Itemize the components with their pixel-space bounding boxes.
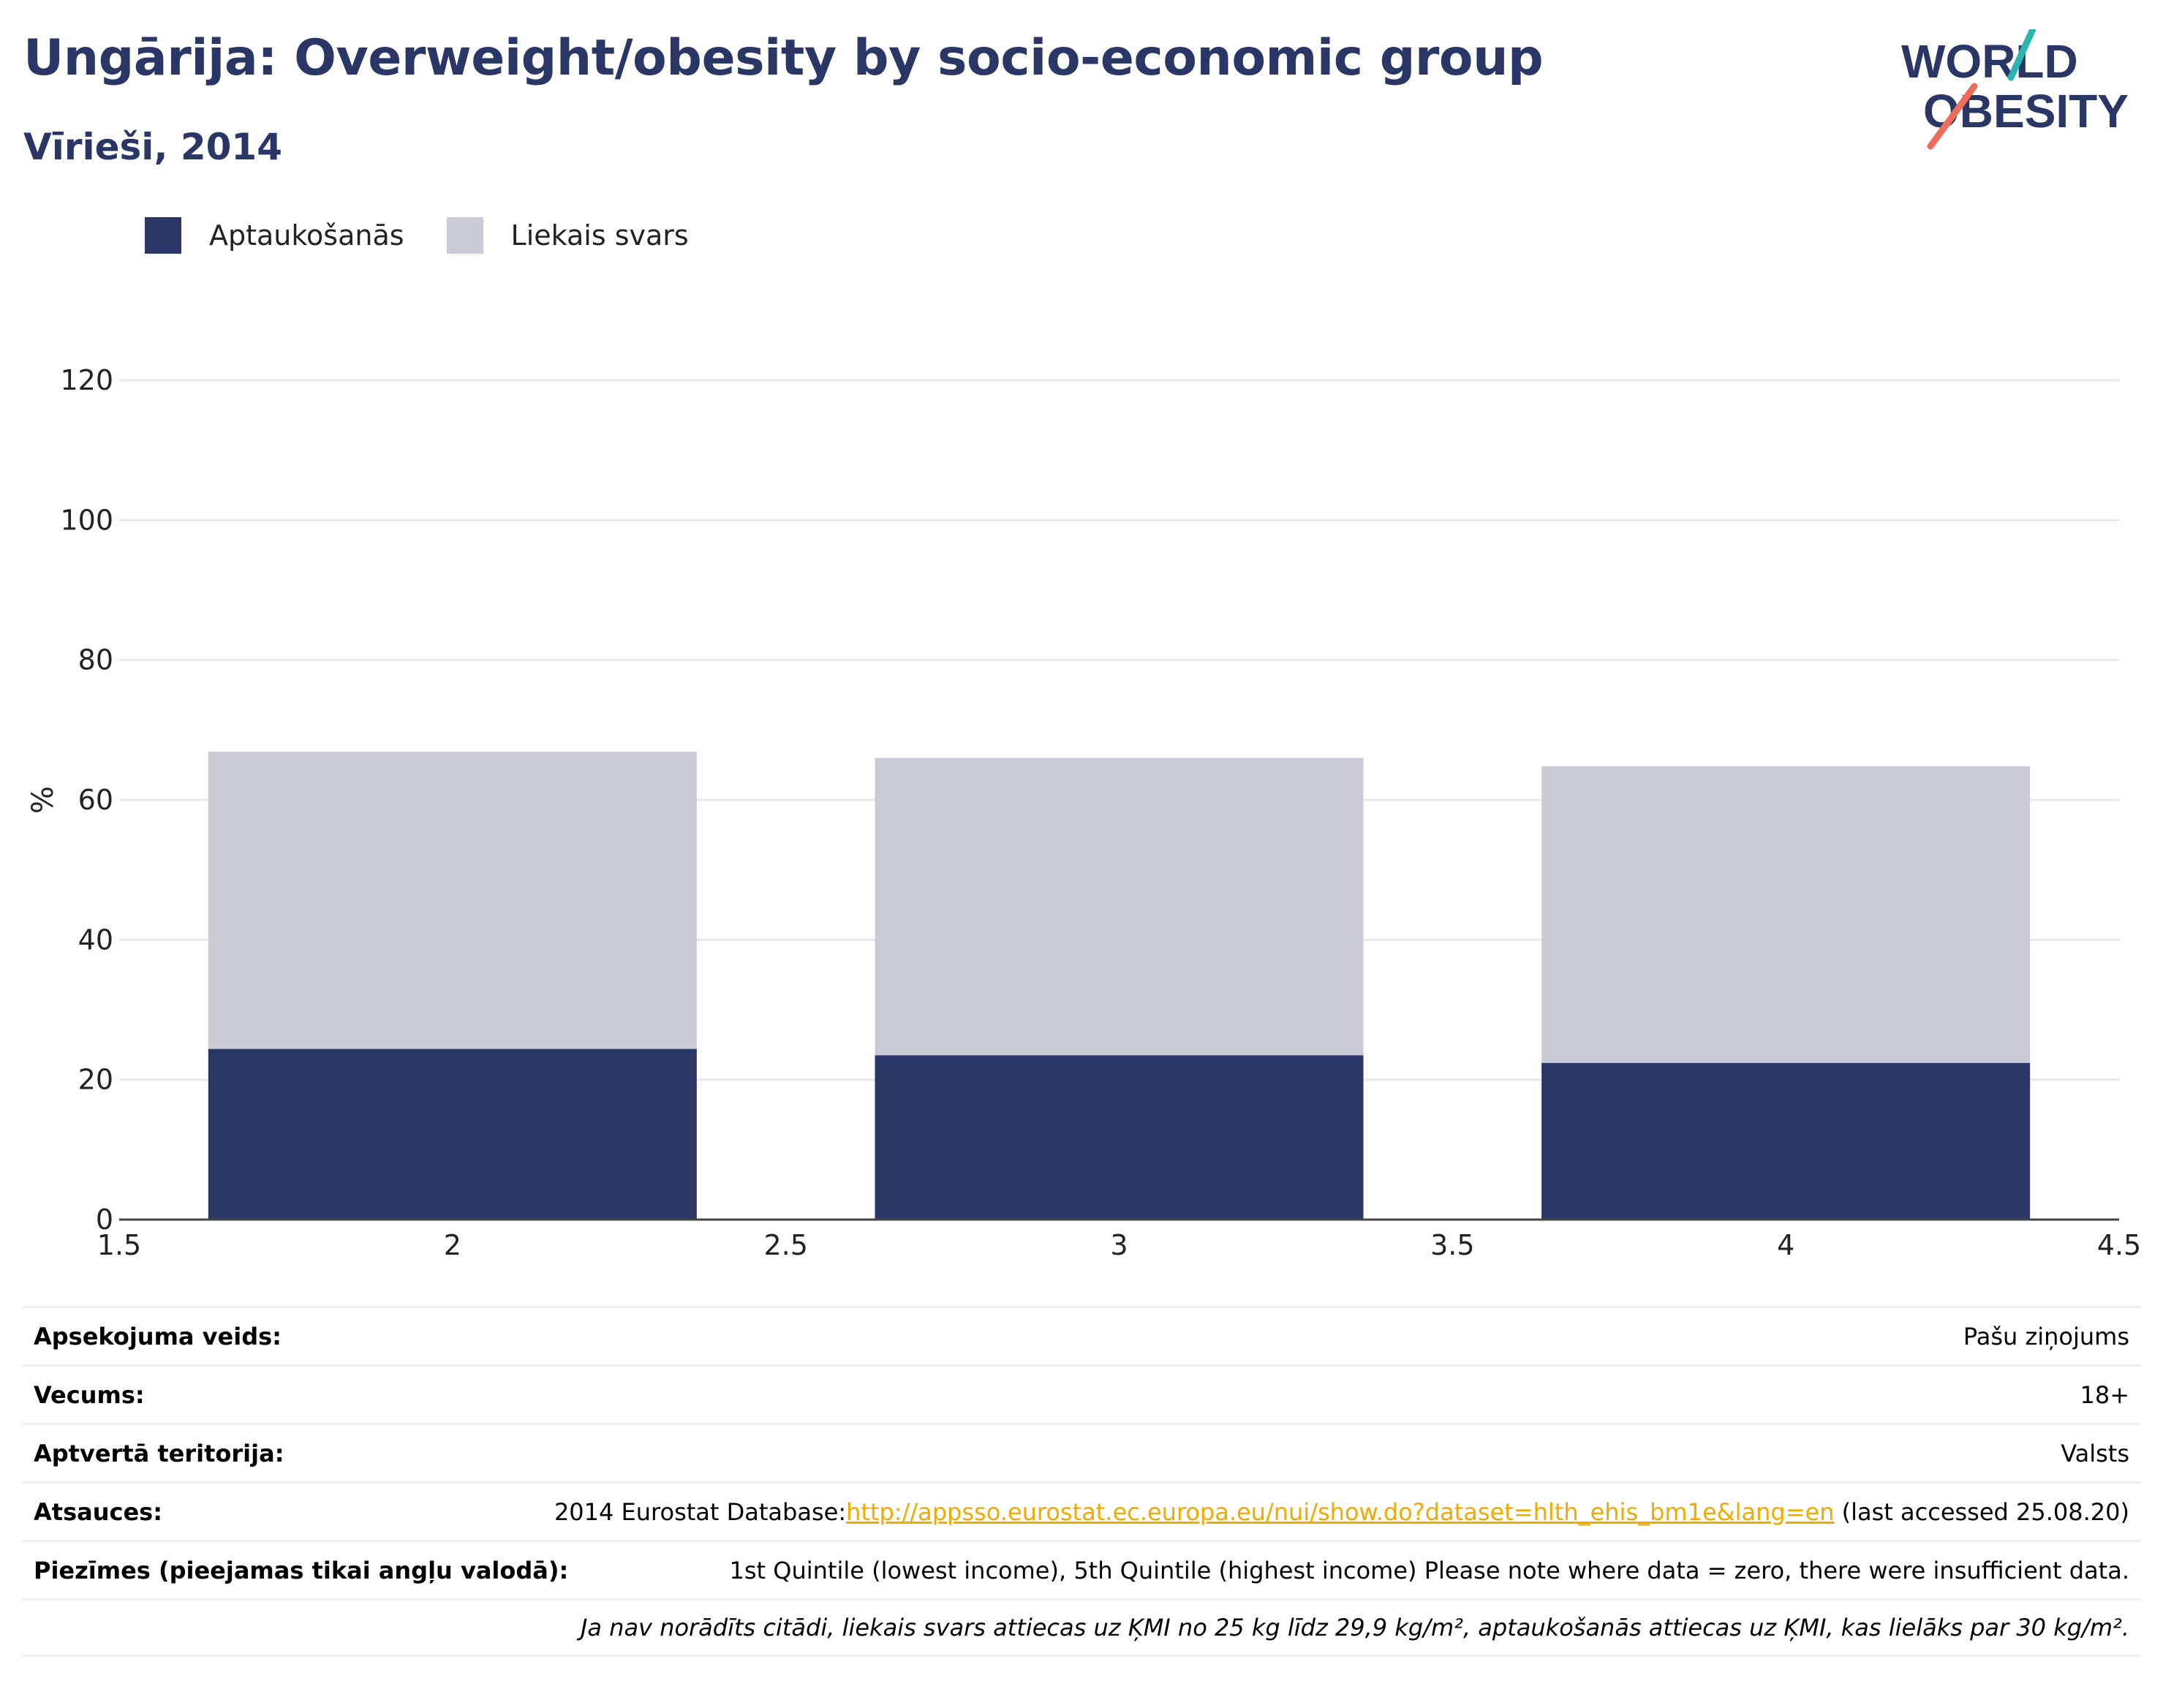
- reference-link[interactable]: http://appsso.eurostat.ec.europa.eu/nui/…: [846, 1497, 1835, 1526]
- bar-chart: 0 20 40 60 80 100 120 1.5 2 2.5 3 3.5 4 4.5%: [26, 364, 2141, 1258]
- world-obesity-logo: WORLD OBESITY: [1901, 29, 2129, 150]
- page-subtitle: Vīrieši, 2014: [23, 126, 283, 168]
- chart-legend: Aptaukošanās Liekais svars: [145, 216, 731, 254]
- legend-label-obesity: Aptaukošanās: [209, 219, 404, 252]
- reference-prefix: 2014 Eurostat Database:: [554, 1497, 847, 1526]
- bar-overweight: [208, 751, 697, 1049]
- bar-obesity: [875, 1055, 1364, 1220]
- info-label-territory: Aptvertā teritorija:: [34, 1439, 284, 1467]
- info-row-notes: Piezīmes (pieejamas tikai angļu valodā):…: [22, 1540, 2141, 1598]
- legend-swatch-obesity: [145, 217, 181, 254]
- logo-line-1: WORLD: [1901, 35, 2078, 88]
- legend-swatch-overweight: [446, 217, 483, 254]
- y-tick-label: 40: [78, 923, 113, 956]
- y-tick-label: 60: [78, 784, 113, 816]
- y-tick-label: 0: [96, 1203, 113, 1236]
- x-tick-label: 2.5: [763, 1229, 807, 1258]
- y-tick-label: 100: [60, 504, 113, 536]
- reference-suffix: (last accessed 25.08.20): [1834, 1497, 2129, 1526]
- legend-item-obesity[interactable]: Aptaukošanās: [145, 217, 404, 254]
- y-tick-label: 20: [78, 1064, 113, 1096]
- info-value-footnote: Ja nav norādīts citādi, liekais svars at…: [580, 1614, 2129, 1641]
- y-tick-label: 80: [78, 644, 113, 676]
- info-value-survey-type: Pašu ziņojums: [1963, 1322, 2129, 1350]
- info-row-references: Atsauces: 2014 Eurostat Database:http://…: [22, 1481, 2141, 1540]
- bar-obesity: [208, 1048, 697, 1220]
- info-label-references: Atsauces:: [34, 1497, 162, 1526]
- x-tick-label: 2: [444, 1229, 461, 1258]
- y-tick-label: 120: [60, 364, 113, 396]
- logo-slash-teal: [2007, 29, 2036, 81]
- info-value-references: 2014 Eurostat Database:http://appsso.eur…: [554, 1498, 2129, 1526]
- info-row-survey-type: Apsekojuma veids: Pašu ziņojums: [22, 1306, 2141, 1364]
- page-title: Ungārija: Overweight/obesity by socio-ec…: [23, 29, 1544, 87]
- info-value-age: 18+: [2080, 1380, 2129, 1409]
- legend-label-overweight: Liekais svars: [510, 219, 689, 252]
- x-tick-label: 1.5: [97, 1229, 141, 1258]
- info-label-notes: Piezīmes (pieejamas tikai angļu valodā):: [34, 1556, 569, 1584]
- info-value-notes: 1st Quintile (lowest income), 5th Quinti…: [729, 1556, 2130, 1584]
- info-label-survey-type: Apsekojuma veids:: [34, 1322, 282, 1350]
- logo-slash-coral: [1927, 83, 1978, 150]
- bar-overweight: [875, 757, 1364, 1056]
- x-tick-label: 3: [1110, 1229, 1128, 1258]
- x-tick-label: 4: [1777, 1229, 1794, 1258]
- y-axis-label: %: [26, 786, 60, 814]
- bar-obesity: [1541, 1062, 2031, 1220]
- info-row-footnote: Ja nav norādīts citādi, liekais svars at…: [22, 1598, 2141, 1657]
- x-tick-label: 4.5: [2097, 1229, 2141, 1258]
- info-table: Apsekojuma veids: Pašu ziņojums Vecums: …: [22, 1306, 2141, 1657]
- bar-overweight: [1541, 766, 2031, 1063]
- x-tick-label: 3.5: [1430, 1229, 1474, 1258]
- legend-item-overweight[interactable]: Liekais svars: [446, 217, 689, 254]
- info-label-age: Vecums:: [34, 1380, 145, 1409]
- info-value-territory: Valsts: [2061, 1439, 2129, 1467]
- info-row-territory: Aptvertā teritorija: Valsts: [22, 1423, 2141, 1481]
- info-row-age: Vecums: 18+: [22, 1364, 2141, 1423]
